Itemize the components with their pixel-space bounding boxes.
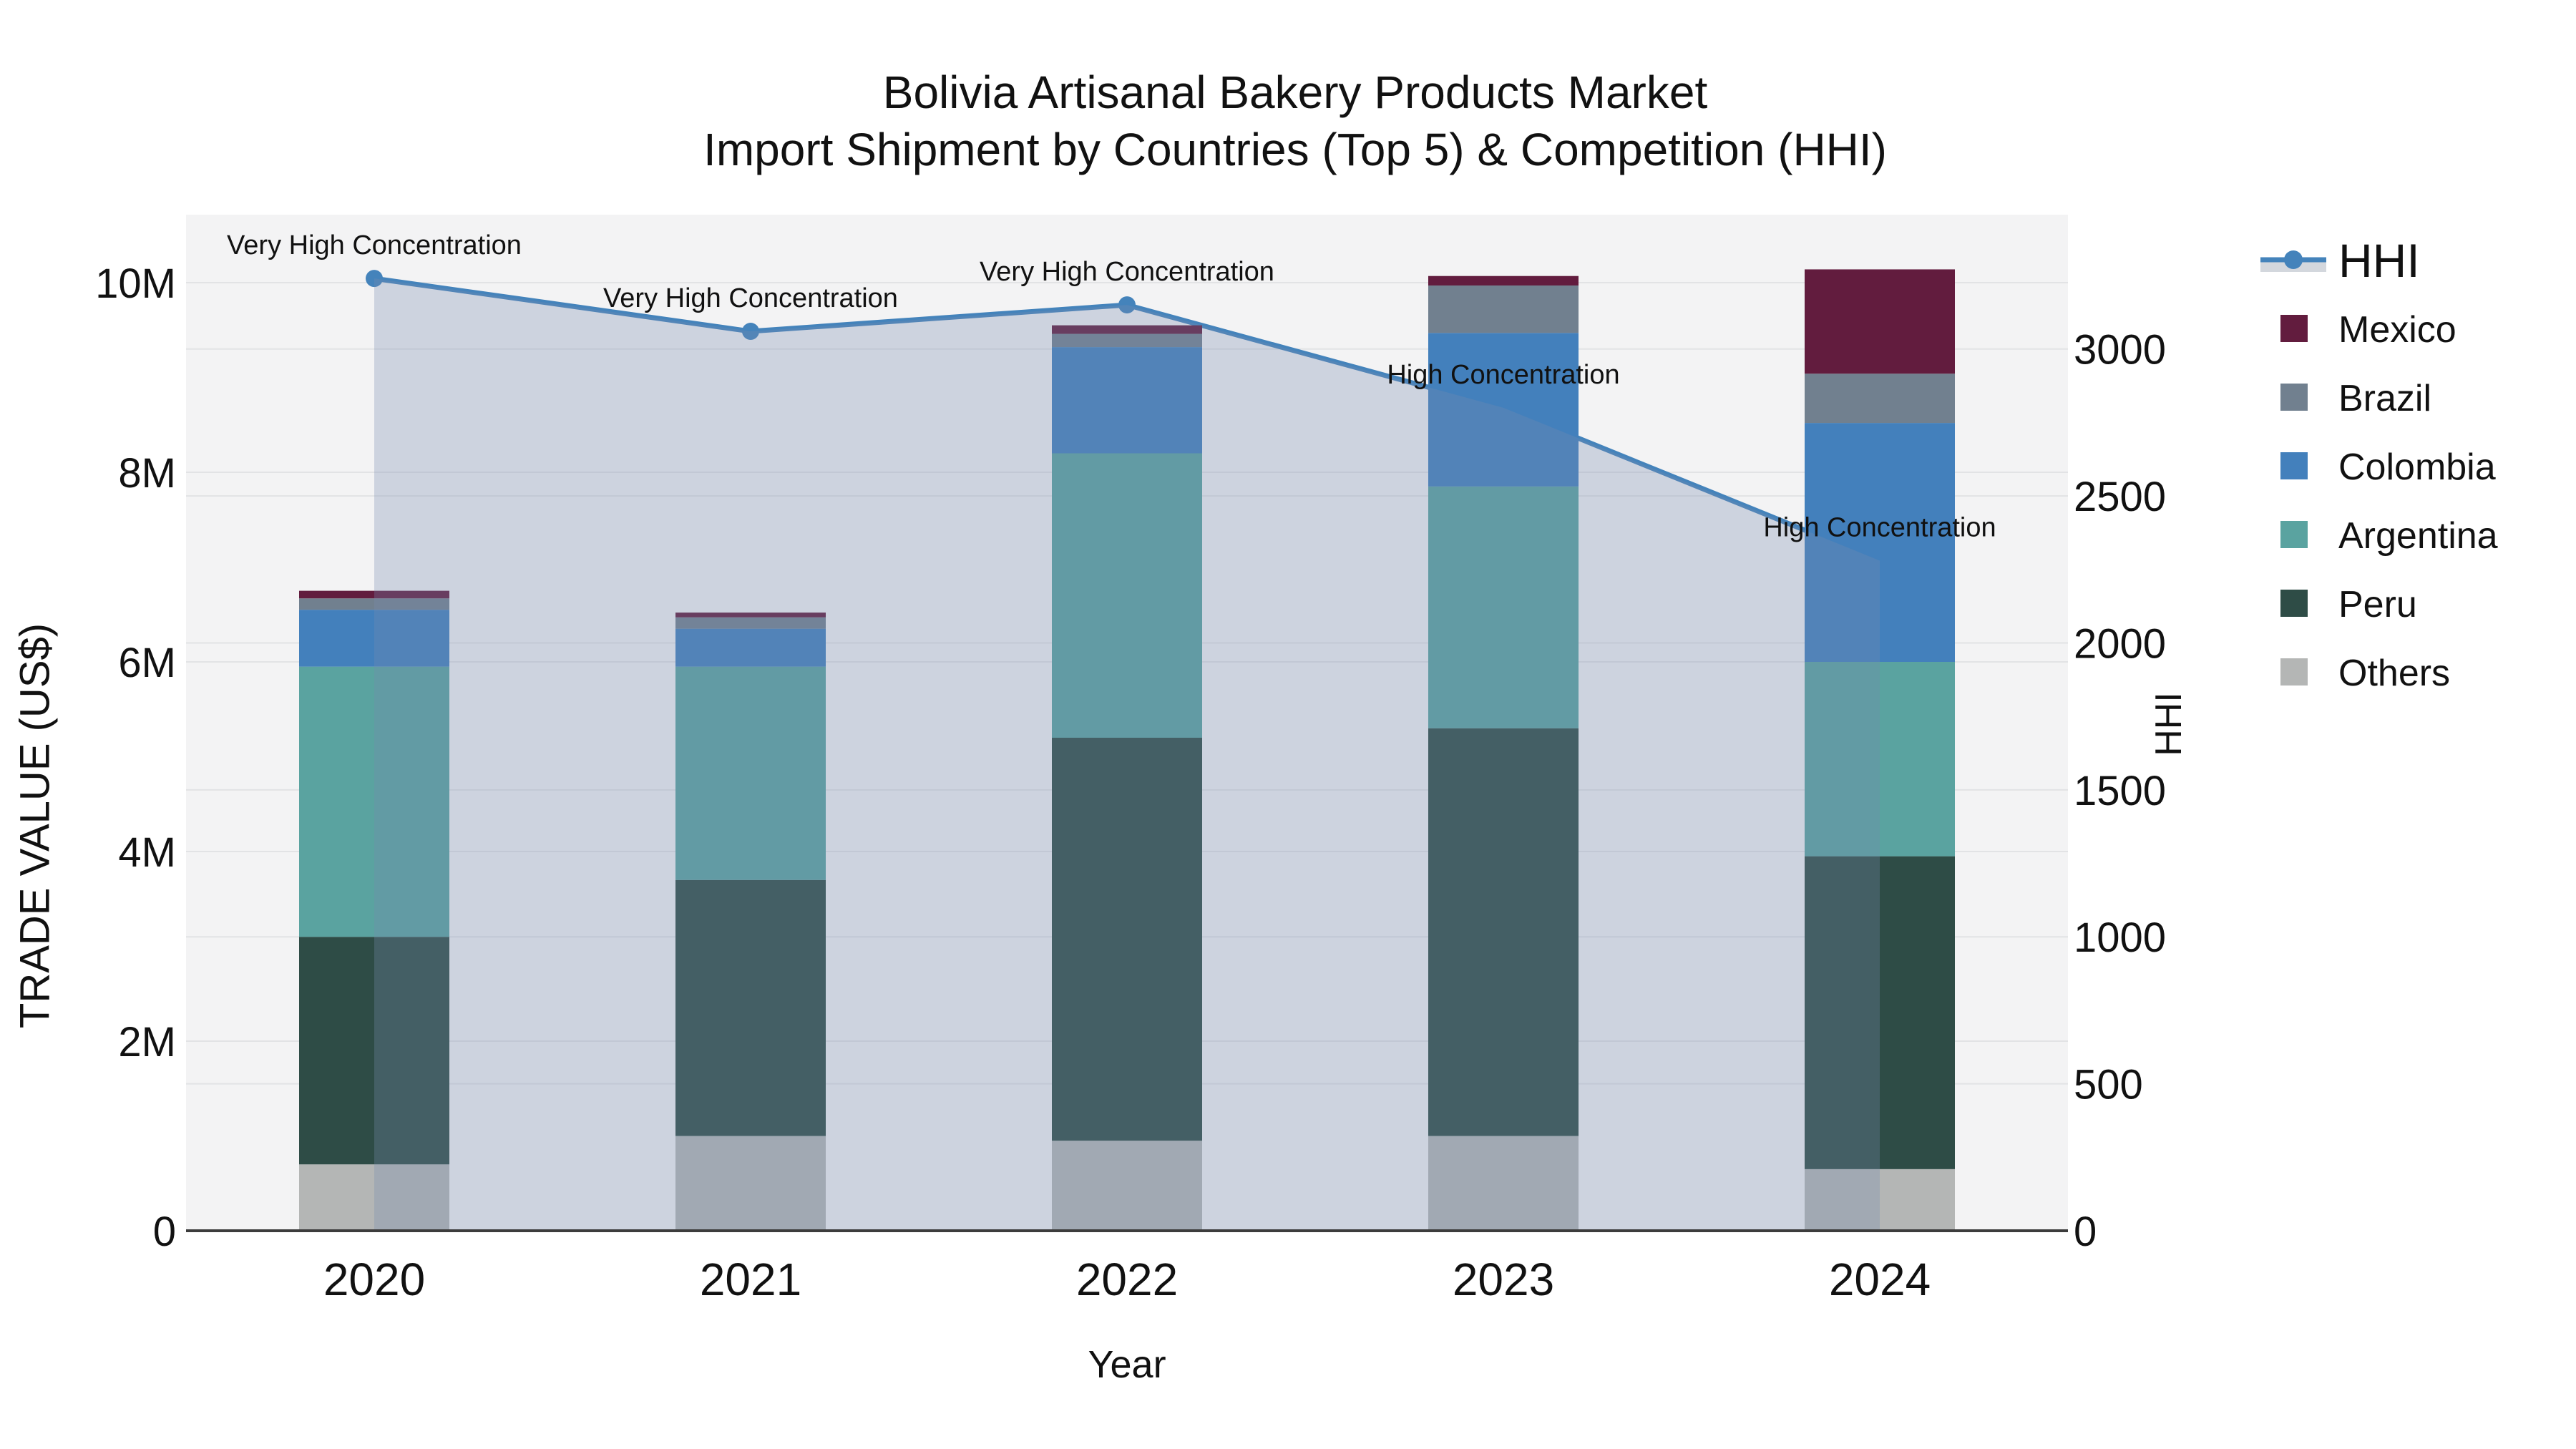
bar-segment-argentina-2020 (299, 666, 449, 937)
y2-axis-tick-3000: 3000 (2074, 327, 2166, 374)
legend-swatch-peru (2280, 590, 2308, 617)
bar-segment-mexico-2023 (1428, 275, 1579, 286)
legend-label-brazil: Brazil (2338, 378, 2431, 419)
y2-axis-title: HHI (2148, 692, 2190, 756)
bar-segment-argentina-2022 (1052, 453, 1202, 738)
bar-segment-peru-2021 (675, 879, 826, 1136)
bar-segment-peru-2023 (1428, 728, 1579, 1136)
legend-swatch-argentina (2280, 521, 2308, 548)
bar-segment-colombia-2021 (675, 628, 826, 667)
hhi-area-fill (374, 278, 1880, 1231)
chart-render-root: 0 2M 4M 6M 8M 10M 0 500 1000 1500 2000 2500 3000 2020… (95, 215, 2498, 1305)
bar-segment-peru-2024 (1805, 856, 1955, 1169)
legend-swatch-brazil (2280, 384, 2308, 411)
legend-swatch-mexico (2280, 315, 2308, 342)
y-axis-tick-2M: 2M (118, 1019, 176, 1065)
bar-segment-brazil-2023 (1428, 285, 1579, 333)
y2-axis-tick-2500: 2500 (2074, 474, 2166, 520)
annotation-2023: High Concentration (1387, 360, 1619, 390)
chart-title-line-1: Bolivia Artisanal Bakery Products Market (883, 67, 1708, 118)
bar-segment-argentina-2023 (1428, 486, 1579, 728)
bar-segment-colombia-2024 (1805, 423, 1955, 662)
annotation-2022: Very High Concentration (980, 257, 1274, 287)
bar-segment-mexico-2021 (675, 613, 826, 618)
x-axis-line (186, 1229, 2068, 1232)
annotation-2020: Very High Concentration (227, 230, 522, 260)
x-axis-tick-2020: 2020 (323, 1254, 425, 1305)
bar-segment-brazil-2021 (675, 617, 826, 629)
bar-segment-others-2021 (675, 1136, 826, 1231)
legend-swatch-others (2280, 658, 2308, 686)
legend-label-hhi: HHI (2338, 234, 2420, 287)
y-axis-title: TRADE VALUE (US$) (11, 623, 58, 1028)
bar-segment-peru-2020 (299, 937, 449, 1165)
legend-swatch-colombia (2280, 452, 2308, 479)
y-axis-tick-4M: 4M (118, 829, 176, 876)
y2-axis-tick-0: 0 (2074, 1209, 2097, 1255)
bar-segment-argentina-2024 (1805, 662, 1955, 857)
y2-axis-tick-500: 500 (2074, 1062, 2143, 1108)
y-axis-tick-8M: 8M (118, 450, 176, 497)
x-axis-tick-2022: 2022 (1076, 1254, 1178, 1305)
hhi-marker-2022 (1118, 296, 1136, 314)
x-axis-tick-2021: 2021 (700, 1254, 801, 1305)
legend-swatch-marker-hhi (2284, 250, 2303, 269)
y2-axis-tick-2000: 2000 (2074, 620, 2166, 667)
x-axis-tick-2023: 2023 (1453, 1254, 1554, 1305)
bar-segment-colombia-2020 (299, 610, 449, 667)
bar-segment-brazil-2024 (1805, 374, 1955, 424)
y-axis-tick-6M: 6M (118, 640, 176, 686)
y-axis-tick-10M: 10M (95, 260, 176, 307)
bar-segment-others-2022 (1052, 1141, 1202, 1231)
hhi-marker-2020 (366, 270, 383, 288)
bar-segment-others-2023 (1428, 1136, 1579, 1231)
bar-segment-mexico-2022 (1052, 325, 1202, 334)
bar-segment-others-2024 (1805, 1169, 1955, 1231)
legend-label-others: Others (2338, 653, 2450, 694)
bar-segment-others-2020 (299, 1164, 449, 1231)
bar-segment-colombia-2022 (1052, 347, 1202, 454)
legend-label-peru: Peru (2338, 584, 2417, 625)
bar-segment-brazil-2022 (1052, 333, 1202, 348)
hhi-marker-2021 (742, 323, 759, 341)
annotation-2024: High Concentration (1763, 512, 1996, 542)
x-axis-title: Year (1088, 1343, 1166, 1386)
bar-segment-brazil-2020 (299, 598, 449, 610)
bar-segment-argentina-2021 (675, 666, 826, 880)
annotation-2021: Very High Concentration (603, 283, 898, 313)
y2-axis-tick-1000: 1000 (2074, 914, 2166, 961)
bar-segment-peru-2022 (1052, 738, 1202, 1141)
y2-axis-tick-1500: 1500 (2074, 768, 2166, 814)
chart-title-line-2: Import Shipment by Countries (Top 5) & C… (703, 124, 1887, 175)
bar-segment-mexico-2024 (1805, 269, 1955, 374)
x-axis-tick-2024: 2024 (1829, 1254, 1931, 1305)
y-axis-tick-0: 0 (153, 1209, 176, 1255)
legend-label-mexico: Mexico (2338, 309, 2457, 351)
legend-label-colombia: Colombia (2338, 447, 2496, 488)
bar-segment-colombia-2023 (1428, 333, 1579, 487)
bar-segment-mexico-2020 (299, 590, 449, 599)
legend-label-argentina: Argentina (2338, 515, 2498, 557)
